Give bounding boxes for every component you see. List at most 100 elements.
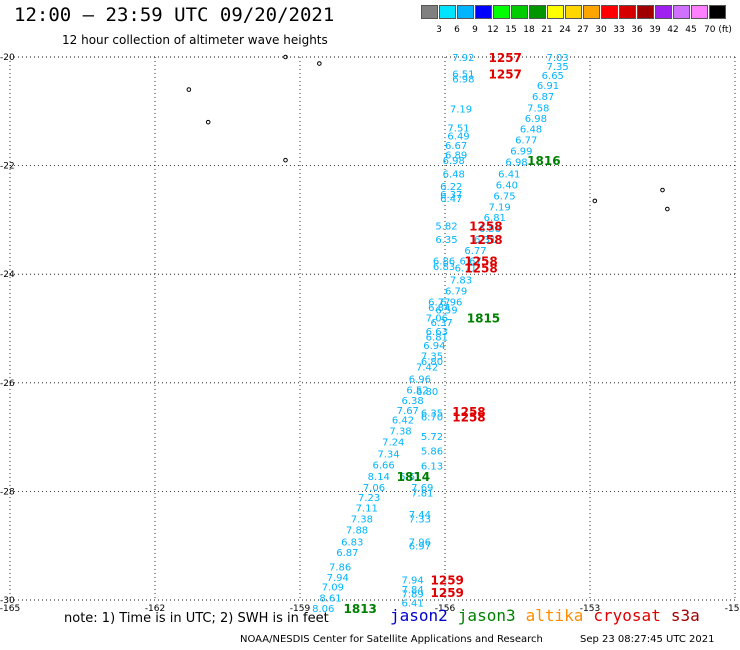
swh-label: 6.66: [373, 460, 395, 471]
swh-label: 6.77: [428, 297, 450, 308]
island-marker: [283, 54, 288, 60]
longitude-label: -156: [435, 604, 456, 614]
swh-label: 6.52: [406, 385, 428, 396]
latitude-label: -20: [0, 53, 15, 63]
swh-label: 6.61: [399, 472, 421, 483]
swh-label: 6.96: [440, 297, 462, 308]
swh-label: 6.75: [493, 191, 515, 202]
swh-label: 7.84: [402, 585, 424, 596]
swh-label: 7.88: [346, 525, 368, 536]
swh-label: 6.99: [510, 146, 532, 157]
swh-label: 7.35: [547, 62, 569, 73]
swh-label: 6.77: [464, 246, 486, 257]
swh-label: 6.35: [421, 409, 443, 420]
swh-label: 6.81: [426, 333, 448, 344]
colorbar-swatch: [457, 5, 474, 19]
colorbar-label: 70 (ft): [704, 25, 732, 35]
legend-cryosat: cryosat: [593, 606, 661, 625]
colorbar-label: 15: [505, 25, 517, 35]
swh-label: 7.06: [426, 314, 448, 325]
agency-credit: NOAA/NESDIS Center for Satellite Applica…: [240, 634, 543, 645]
island-markers: [186, 54, 670, 212]
swh-label: 6.84: [428, 303, 450, 314]
legend-jason3: jason3: [457, 606, 516, 625]
swh-label: 6.35: [435, 235, 457, 246]
swh-label: 6.96: [409, 374, 431, 385]
swh-label: 6.63: [426, 327, 448, 338]
swh-label: 8.06: [312, 604, 334, 615]
pass-time-label: 1258: [452, 405, 485, 419]
swh-label: 7.92: [452, 53, 474, 64]
swh-label: 6.47: [440, 194, 462, 205]
swh-label: 7.81: [411, 488, 433, 499]
colorbar-label: 36: [631, 25, 643, 35]
pass-time-label: 1815: [467, 312, 500, 326]
swh-label: 7.58: [527, 103, 549, 114]
colorbar-label: 18: [523, 25, 535, 35]
colorbar-swatch: [475, 5, 492, 19]
swh-label: 7.23: [358, 493, 380, 504]
swh-label: 6.13: [421, 461, 443, 472]
swh-label: 6.80: [416, 387, 438, 398]
colorbar-label: 12: [487, 25, 499, 35]
colorbar-swatch: [529, 5, 546, 19]
pass-time-labels: 1257125718161258125812581258181512581258…: [344, 51, 561, 616]
grid-lines: [9, 56, 736, 601]
swh-label: 7.86: [329, 562, 351, 573]
swh-label: 6.41: [402, 599, 424, 610]
swh-label: 8.61: [319, 593, 341, 604]
swh-label: 6.89: [445, 151, 467, 162]
swh-label: 6.40: [496, 181, 518, 192]
swh-label: 6.38: [402, 396, 424, 407]
swh-label: 6.51: [452, 69, 474, 80]
swh-label: 6.81: [484, 213, 506, 224]
swh-label: 7.11: [356, 504, 378, 515]
swh-label: 6.70: [421, 412, 443, 423]
swh-label: 7.24: [382, 437, 404, 448]
swh-label: 7.19: [450, 105, 472, 116]
swh-label: 6.67: [445, 141, 467, 152]
wave-height-labels: 7.92 7.037.356.51 6.656.986.916.877.19 7.58…: [312, 53, 569, 615]
latitude-label: -26: [0, 379, 15, 389]
colorbar-swatch: [655, 5, 672, 19]
swh-label: 6.91: [537, 81, 559, 92]
swh-label: 7.51: [447, 124, 469, 135]
colorbar-swatch: [691, 5, 708, 19]
swh-label: 6.65: [542, 71, 564, 82]
pass-time-label: 1813: [344, 602, 377, 616]
colorbar-swatch: [601, 5, 618, 19]
swh-label: 6.41: [498, 170, 520, 181]
swh-label: 6.67: [460, 257, 482, 268]
swh-label: 6.83: [433, 262, 455, 273]
pass-time-label: 1814: [397, 470, 430, 484]
swh-label: 6.77: [515, 136, 537, 147]
swh-label: 6.37: [431, 318, 453, 329]
island-marker: [660, 187, 665, 193]
latitude-label: -22: [0, 162, 15, 172]
chart-title: 12:00 — 23:59 UTC 09/20/2021: [14, 4, 335, 26]
colorbar-label: 24: [559, 25, 571, 35]
island-marker: [665, 206, 670, 212]
longitude-label: -150: [725, 604, 740, 614]
axis-labels: -165 -162 -159 -156 -153 -150 -20 -22 -24 -26 -28 -…: [0, 53, 740, 614]
swh-label: 7.03: [547, 53, 569, 64]
swh-label: 6.98: [443, 156, 465, 167]
swh-label: 6.48: [443, 170, 465, 181]
swh-label: 7.44: [409, 510, 431, 521]
swh-label: 7.09: [322, 582, 344, 593]
pass-time-label: 1258: [469, 219, 502, 233]
pass-time-label: 1258: [452, 410, 485, 424]
colorbar-label: 45: [685, 25, 697, 35]
swh-label: 7.96: [409, 537, 431, 548]
island-marker: [592, 198, 598, 204]
colorbar-swatch: [619, 5, 636, 19]
swh-label: 7.94: [327, 573, 349, 584]
pass-time-label: 1816: [527, 154, 560, 168]
swh-label: 7.34: [377, 449, 399, 460]
swh-label: 5.86: [421, 447, 443, 458]
swh-label: 7.67: [397, 406, 419, 417]
colorbar-label: 21: [541, 25, 553, 35]
longitude-label: -153: [580, 604, 600, 614]
swh-label: 6.79: [445, 286, 467, 297]
